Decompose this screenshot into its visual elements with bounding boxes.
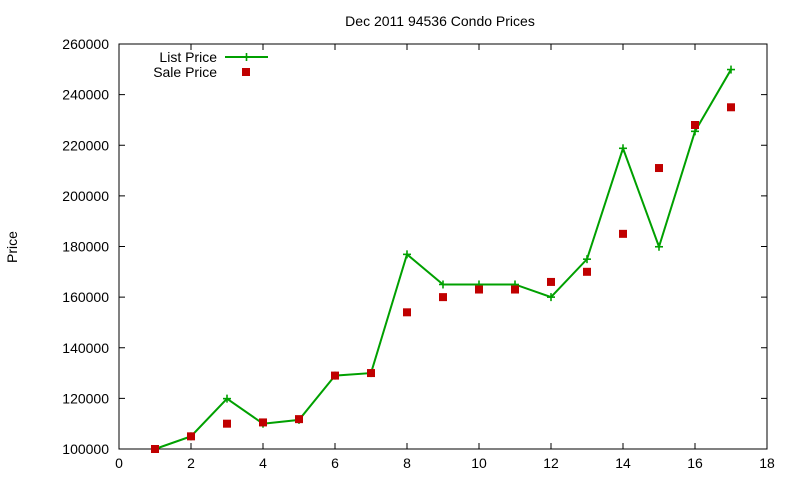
sale-price-point [295,415,303,424]
series-lines [154,69,732,450]
sale-price-point [547,277,555,286]
y-tick-label: 180000 [62,239,109,255]
list-price-line [154,69,732,450]
sale-price-point [655,164,663,173]
list-price-point [547,293,555,302]
series-markers [151,65,735,453]
chart-title: Dec 2011 94536 Condo Prices [345,13,535,29]
sale-price-point [223,419,231,428]
sale-price-point [151,445,159,453]
sale-price-point [439,293,447,302]
x-tick-label: 8 [403,455,411,471]
list-price-point [439,280,447,289]
list-price-point [655,242,663,251]
legend-label-list-price: List Price [159,49,217,65]
sale-price-point [583,267,591,276]
sale-price-point [691,121,699,129]
axis-ticks: 0 2 4 6 8 10 12 14 16 18 100000 120000 140000 160000 1… [62,36,775,471]
y-tick-label: 120000 [62,390,109,406]
x-tick-label: 0 [115,455,123,471]
y-tick-label: 240000 [62,87,109,103]
x-tick-label: 2 [187,455,195,471]
y-tick-label: 160000 [62,289,109,305]
legend-marker-sale-price [242,68,250,76]
x-tick-label: 14 [615,455,631,471]
sale-price-point [187,432,195,441]
y-tick-label: 100000 [62,441,109,457]
y-tick-label: 140000 [62,340,109,356]
x-tick-label: 10 [471,455,487,471]
sale-price-point [475,285,483,294]
legend-label-sale-price: Sale Price [153,64,217,80]
sale-price-point [619,229,627,238]
y-tick-label: 220000 [62,137,109,153]
x-tick-label: 12 [543,455,559,471]
plot-frame [118,43,768,450]
y-tick-label: 200000 [62,188,109,204]
sale-price-point [331,371,339,380]
sale-price-point [511,285,519,294]
sale-price-point [403,308,411,317]
list-price-point [223,394,231,403]
list-price-point [403,250,411,259]
x-tick-label: 18 [759,455,775,471]
y-axis-label: Price [4,231,20,263]
sale-price-point [259,418,267,427]
y-tick-label: 260000 [62,36,109,52]
x-tick-label: 4 [259,455,267,471]
legend-marker-list-price [242,53,251,61]
list-price-point [619,144,627,153]
x-tick-label: 6 [331,455,339,471]
list-price-point [727,65,735,74]
sale-price-point [727,103,735,112]
list-price-point [583,255,591,264]
x-tick-label: 16 [687,455,703,471]
sale-price-point [367,369,375,378]
